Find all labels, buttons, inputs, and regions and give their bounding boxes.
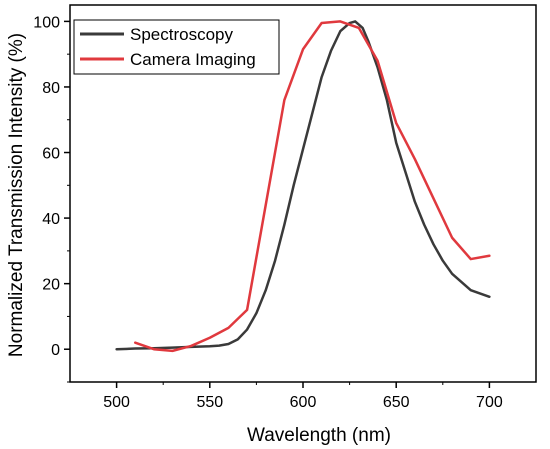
series-line-camera-imaging xyxy=(133,20,491,353)
y-axis-ticks: 0 20 40 60 80 100 xyxy=(33,14,70,383)
legend-box xyxy=(73,19,280,75)
y-tick-label: 80 xyxy=(42,80,60,97)
x-axis-ticks: 500 550 600 650 700 xyxy=(103,382,503,411)
series-line-spectroscopy xyxy=(115,20,491,351)
legend-label-spectroscopy: Spectroscopy xyxy=(130,25,233,44)
x-tick-label: 700 xyxy=(476,394,503,411)
y-tick-label: 100 xyxy=(33,14,60,31)
plot-frame xyxy=(69,4,537,383)
y-tick-label: 40 xyxy=(42,211,60,228)
y-tick-label: 0 xyxy=(51,342,60,359)
y-axis-title: Normalized Transmission Intensity (%) xyxy=(6,33,27,357)
plot-content xyxy=(115,20,491,353)
x-tick-label: 500 xyxy=(103,394,130,411)
y-tick-label: 20 xyxy=(42,277,60,294)
legend-label-camera-imaging: Camera Imaging xyxy=(130,50,256,69)
x-tick-label: 550 xyxy=(196,394,223,411)
legend: Spectroscopy Camera Imaging xyxy=(73,19,280,75)
y-tick-label: 60 xyxy=(42,146,60,163)
x-tick-label: 600 xyxy=(290,394,317,411)
x-axis-title: Wavelength (nm) xyxy=(247,425,391,446)
x-tick-label: 650 xyxy=(383,394,410,411)
